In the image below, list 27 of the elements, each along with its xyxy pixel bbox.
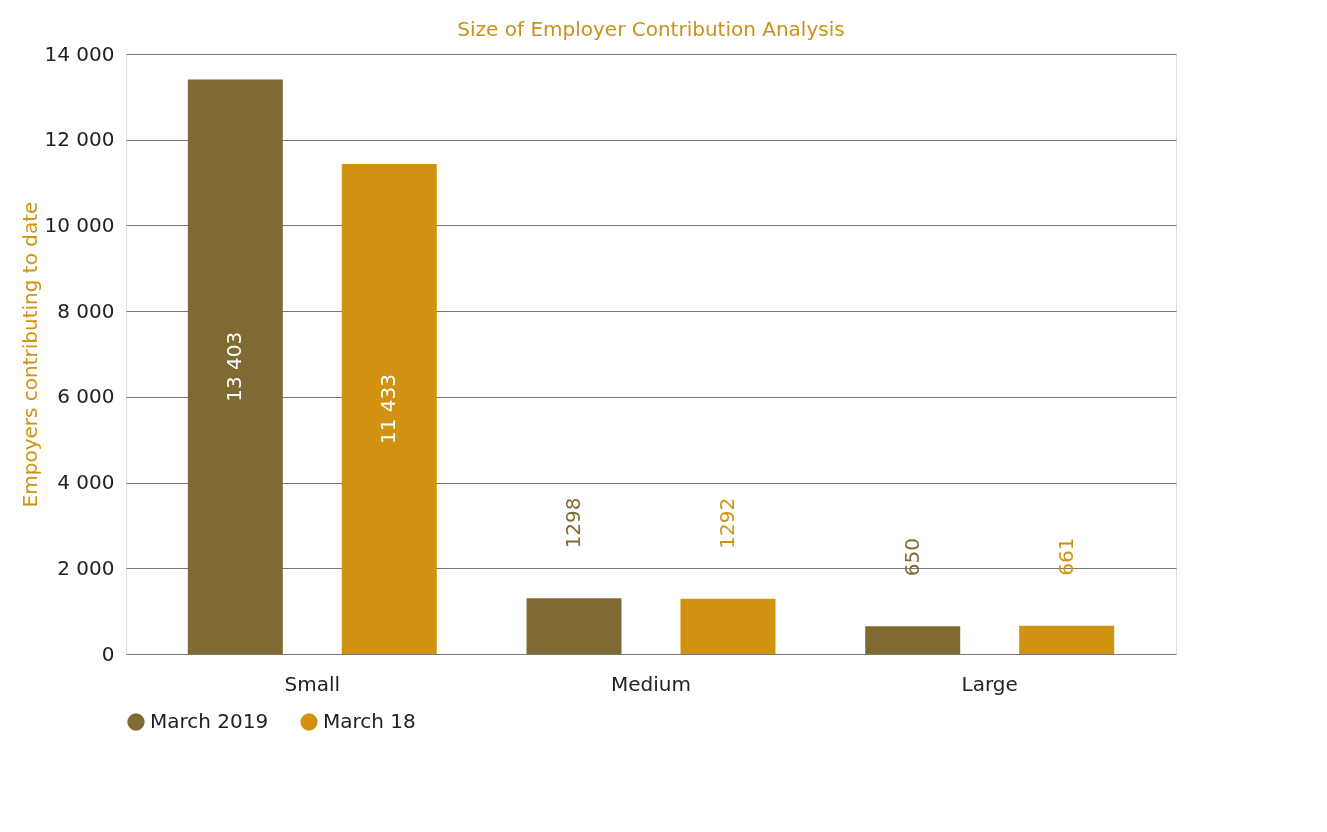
y-tick-label: 4 000 bbox=[57, 470, 115, 495]
bar bbox=[1019, 625, 1115, 654]
bar bbox=[680, 598, 776, 654]
bar bbox=[526, 598, 622, 654]
y-tick-label: 12 000 bbox=[44, 127, 115, 152]
data-label: 661 bbox=[1053, 537, 1078, 576]
data-label: 1298 bbox=[561, 497, 586, 549]
data-label: 13 403 bbox=[222, 331, 247, 402]
chart-title: Size of Employer Contribution Analysis bbox=[457, 17, 845, 41]
y-tick-label: 14 000 bbox=[44, 41, 115, 66]
legend-label: March 18 bbox=[323, 709, 416, 733]
x-tick-label: Large bbox=[961, 671, 1018, 696]
y-tick-label: 2 000 bbox=[57, 555, 115, 580]
x-tick-label: Small bbox=[284, 671, 341, 696]
y-tick-label: 0 bbox=[101, 641, 115, 666]
y-tick-label: 8 000 bbox=[57, 298, 115, 323]
y-tick-label: 10 000 bbox=[44, 212, 115, 237]
legend-label: March 2019 bbox=[150, 709, 269, 733]
bar bbox=[865, 626, 961, 654]
y-tick-label: 6 000 bbox=[57, 384, 115, 409]
data-label: 650 bbox=[899, 537, 924, 577]
y-axis-title: Empoyers contributing to date bbox=[17, 201, 42, 508]
x-tick-label: Medium bbox=[611, 671, 691, 696]
bar bbox=[341, 164, 437, 654]
data-label: 1292 bbox=[714, 497, 739, 549]
data-label: 11 433 bbox=[376, 374, 401, 444]
bar bbox=[187, 79, 283, 654]
